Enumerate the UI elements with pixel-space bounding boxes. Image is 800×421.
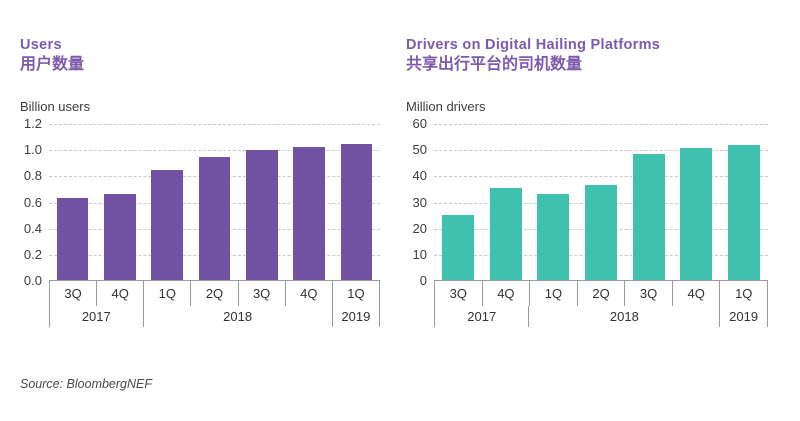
y-tick-label: 1.2 <box>23 116 42 131</box>
gridline <box>434 124 768 125</box>
x-tick-quarter: 4Q <box>673 281 721 306</box>
x-group-year: 2017 <box>434 306 530 327</box>
y-tick-label: 50 <box>412 142 427 158</box>
x-tick-quarter: 3Q <box>239 281 286 306</box>
x-tick-quarter: 1Q <box>144 281 192 306</box>
bar-4q-2017 <box>104 193 136 280</box>
chart-title-zh: 共享出行平台的司机数量 <box>406 56 583 73</box>
bar-1q-2019 <box>728 145 761 280</box>
y-tick-label: 0.8 <box>23 168 42 184</box>
y-tick-label: 0 <box>419 273 427 288</box>
x-tick-quarter: 3Q <box>49 281 98 306</box>
y-axis-labels: 0 10 20 30 40 50 60 <box>406 116 434 288</box>
x-axis-quarters: 3Q 4Q 1Q 2Q 3Q 4Q 1Q <box>49 281 380 306</box>
chart-title-en: Drivers on Digital Hailing Platforms <box>406 37 661 53</box>
bar-4q-2017 <box>489 188 522 280</box>
x-tick-quarter: 4Q <box>97 281 145 306</box>
gridline <box>434 150 768 152</box>
x-group-year: 2018 <box>144 306 333 327</box>
y-tick-label: 1.0 <box>23 142 42 158</box>
y-tick-label: 0.0 <box>23 273 42 288</box>
x-group-year: 2019 <box>720 306 768 327</box>
y-tick-label: 0.4 <box>23 220 42 236</box>
bar-4q-2018 <box>293 146 325 280</box>
x-group-year: 2018 <box>529 306 721 327</box>
x-axis-years: 2017 2018 2019 <box>49 306 380 327</box>
y-tick-label: 30 <box>412 194 427 210</box>
drivers-chart-panel: Drivers on Digital Hailing Platforms 共享出… <box>406 37 769 327</box>
bar-4q-2018 <box>680 147 713 280</box>
x-tick-quarter: 4Q <box>286 281 333 306</box>
chart-title-en: Users <box>20 37 62 53</box>
bar-3q-2018 <box>245 150 278 280</box>
chart-title-zh: 用户数量 <box>20 56 85 73</box>
bar-3q-2018 <box>632 154 665 280</box>
x-tick-quarter: 1Q <box>720 281 769 306</box>
x-tick-quarter: 2Q <box>191 281 239 306</box>
users-chart-panel: Users 用户数量 Billion users 0.0 0.2 0.4 0.6 0.8… <box>20 37 380 327</box>
x-tick-quarter: 4Q <box>483 281 531 306</box>
bar-1q-2018 <box>151 170 184 280</box>
y-tick-label: 0.6 <box>23 194 42 210</box>
y-axis-unit-label: Billion users <box>20 99 91 114</box>
bar-2q-2018 <box>585 184 617 280</box>
bar-3q-2017 <box>56 197 89 280</box>
bar-1q-2019 <box>340 143 373 280</box>
plot-area <box>49 124 380 281</box>
x-tick-quarter: 1Q <box>333 281 380 306</box>
x-tick-quarter: 3Q <box>434 281 483 306</box>
x-group-year: 2017 <box>49 306 144 327</box>
plot-area <box>434 124 768 281</box>
chart-body: 0 10 20 30 40 50 60 3Q 4Q 1Q 2Q 3Q 4Q 1Q 2017 2018 201… <box>406 116 769 327</box>
bar-1q-2018 <box>537 193 570 280</box>
x-group-year: 2019 <box>333 306 380 327</box>
x-tick-quarter: 2Q <box>578 281 626 306</box>
axis-spacer <box>406 306 434 327</box>
gridline <box>49 124 380 125</box>
x-axis-years: 2017 2018 2019 <box>434 306 768 327</box>
x-tick-quarter: 3Q <box>625 281 673 306</box>
y-tick-label: 60 <box>412 116 427 131</box>
y-tick-label: 20 <box>412 220 427 236</box>
axis-spacer <box>20 306 49 327</box>
y-tick-label: 40 <box>412 168 427 184</box>
gridline <box>49 150 380 152</box>
y-tick-label: 10 <box>412 246 427 262</box>
chart-body: 0.0 0.2 0.4 0.6 0.8 1.0 1.2 3Q 4Q 1Q 2Q 3Q 4Q 1Q 201… <box>20 116 380 327</box>
x-tick-quarter: 1Q <box>530 281 578 306</box>
bar-3q-2017 <box>441 214 474 280</box>
x-axis-quarters: 3Q 4Q 1Q 2Q 3Q 4Q 1Q <box>434 281 769 306</box>
source-credit: Source: BloombergNEF <box>20 377 153 391</box>
y-tick-label: 0.2 <box>23 246 42 262</box>
y-axis-unit-label: Million drivers <box>406 99 486 114</box>
bar-2q-2018 <box>198 157 231 280</box>
gridline <box>434 176 768 178</box>
y-axis-labels: 0.0 0.2 0.4 0.6 0.8 1.0 1.2 <box>20 116 49 288</box>
